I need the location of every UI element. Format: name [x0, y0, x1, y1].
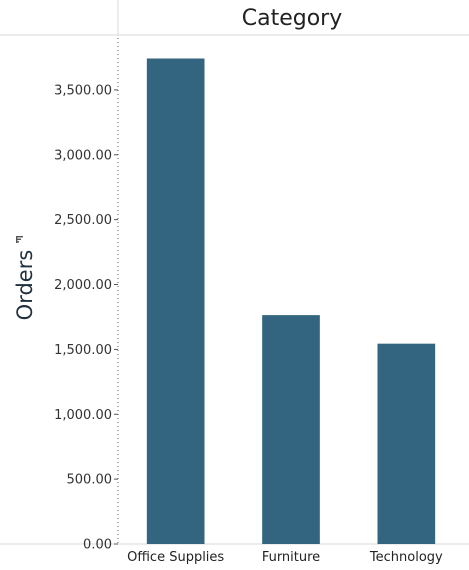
- y-tick-label: 2,000.00: [54, 278, 112, 293]
- y-tick-label: 3,000.00: [54, 148, 112, 163]
- y-tick-label: 1,500.00: [54, 343, 112, 358]
- x-axis-labels: Office Supplies Furniture Technology: [127, 550, 443, 565]
- chart-title: Category: [242, 6, 343, 31]
- bar-technology[interactable]: [377, 343, 436, 544]
- y-tick-label: 3,500.00: [54, 83, 112, 98]
- y-tick-label: 0.00: [83, 538, 112, 553]
- y-axis-title-group: Orders: [13, 250, 37, 321]
- y-axis-ticks: 0.00 500.00 1,000.00 1,500.00 2,000.00 2,500.…: [54, 83, 118, 553]
- bar-furniture[interactable]: [262, 315, 320, 544]
- y-tick-label: 1,000.00: [54, 408, 112, 423]
- bars: [146, 58, 436, 545]
- sort-icon[interactable]: [16, 236, 23, 243]
- y-axis-title: Orders: [13, 250, 37, 321]
- x-category-label: Office Supplies: [127, 550, 224, 565]
- x-category-label: Technology: [369, 550, 443, 565]
- y-tick-label: 500.00: [67, 473, 113, 488]
- x-category-label: Furniture: [262, 550, 320, 565]
- bar-office-supplies[interactable]: [146, 58, 205, 545]
- y-tick-label: 2,500.00: [54, 213, 112, 228]
